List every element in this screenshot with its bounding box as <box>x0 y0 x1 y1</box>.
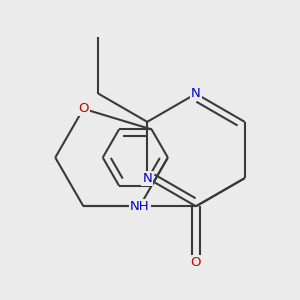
Text: N: N <box>191 87 201 100</box>
Text: O: O <box>191 256 201 269</box>
Text: O: O <box>78 102 89 115</box>
Text: NH: NH <box>130 200 149 213</box>
Text: N: N <box>142 172 152 184</box>
